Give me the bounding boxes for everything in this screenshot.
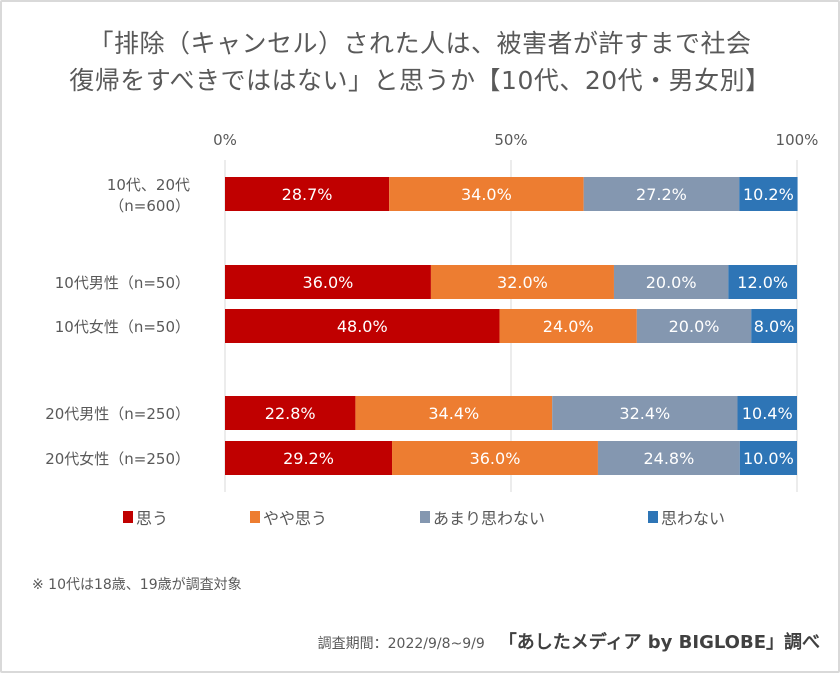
legend-item: 思う [123,505,168,529]
legend-item: 思わない [648,505,725,529]
legend-item: やや思う [250,505,327,529]
legend-swatch [250,511,260,523]
bar-segment [739,441,797,475]
category-label: 10代女性（n=50） [55,318,190,336]
x-tick-label: 100% [776,131,819,149]
data-label: 34.0% [461,185,512,204]
data-label: 29.2% [283,449,334,468]
data-label: 20.0% [646,273,697,292]
legend-swatch [123,511,133,523]
data-label: 28.7% [282,185,333,204]
legend-label: あまり思わない [433,509,546,528]
category-label: 10代男性（n=50） [55,274,190,292]
bar-segment [739,177,798,211]
category-label: （n=600） [109,197,190,215]
bar-segment [430,265,614,299]
data-label: 36.0% [303,273,354,292]
bar-segment [225,441,393,475]
data-label: 10.0% [743,449,794,468]
legend-item: あまり思わない [420,505,545,529]
legend-swatch [420,511,430,523]
bar-segment [597,441,740,475]
bar-segment [225,265,431,299]
bar-segment [225,396,356,430]
category-label: 10代、20代 [107,176,190,194]
bar-segment [737,396,797,430]
legend-label: やや思う [263,509,328,528]
bar-segment [613,265,729,299]
footnote: ※ 10代は18歳、19歳が調査対象 [32,577,242,593]
survey-period: 調査期間：2022/9/8~9/9 [317,636,485,652]
data-label: 10.2% [743,185,794,204]
data-label: 24.8% [643,449,694,468]
data-label: 24.0% [543,317,594,336]
legend-label: 思わない [661,509,726,528]
footer: 調査期間：2022/9/8~9/9 「あしたメディア by BIGLOBE」調べ [318,628,820,654]
data-label: 12.0% [737,273,788,292]
bar-segment [392,441,598,475]
x-tick-label: 50% [494,131,527,149]
bar-segment [225,177,390,211]
data-label: 32.4% [619,404,670,423]
bar-segment [225,309,500,343]
legend-label: 思う [136,509,169,528]
data-label: 27.2% [636,185,687,204]
stacked-bar-chart: 0% 50% 100% 10代、20代 （n=600） 10代男性（n=50） 10代女性（… [45,131,819,492]
data-label: 36.0% [470,449,521,468]
data-label: 20.0% [669,317,720,336]
bar-segment [499,309,637,343]
data-label: 22.8% [265,404,316,423]
data-label: 48.0% [337,317,388,336]
chart-title-line-2: 復帰をすべきでははない」と思うか【10代、20代・男女別】 [69,66,771,95]
legend-swatch [648,511,658,523]
data-label: 32.0% [497,273,548,292]
legend: 思う やや思う あまり思わない 思わない [0,505,840,535]
category-label: 20代男性（n=250） [45,405,190,423]
source-credit: 「あしたメディア by BIGLOBE」調べ [498,632,820,653]
chart-title-line-1: 「排除（キャンセル）された人は、被害者が許すまで社会 [88,29,752,58]
bar-segment [728,265,797,299]
bar-segment [751,309,797,343]
bar-segment [636,309,752,343]
bar-segment [389,177,584,211]
bar-segment [583,177,740,211]
x-tick-label: 0% [213,131,237,149]
data-label: 10.4% [742,404,793,423]
bar-segment [552,396,738,430]
data-label: 8.0% [754,317,795,336]
data-label: 34.4% [428,404,479,423]
category-label: 20代女性（n=250） [45,450,190,468]
bar-segment [355,396,553,430]
